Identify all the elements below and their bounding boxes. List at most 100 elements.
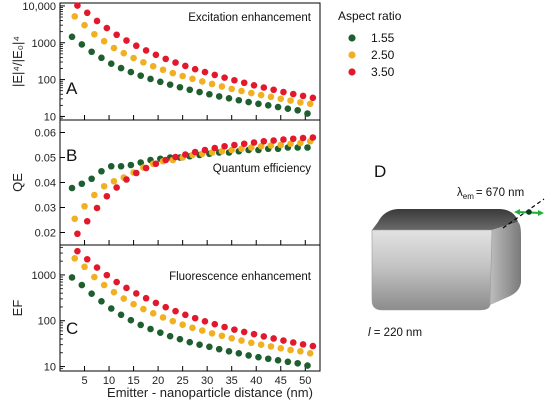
data-point xyxy=(152,299,160,307)
data-point xyxy=(221,142,228,150)
data-point xyxy=(103,271,111,279)
nanorod-diagram: D λem = 670 nm l = 220 nm xyxy=(368,162,545,339)
rod-front-face xyxy=(371,229,493,311)
legend-label: 3.50 xyxy=(371,65,395,79)
data-point xyxy=(211,320,219,328)
x-tick-label: 45 xyxy=(275,375,287,387)
data-point xyxy=(100,281,108,289)
data-point xyxy=(235,349,243,357)
data-point xyxy=(270,86,277,94)
data-point xyxy=(142,294,150,302)
y-tick-label: 0.06 xyxy=(35,128,56,140)
data-point xyxy=(81,263,88,271)
data-point xyxy=(189,75,196,83)
y-tick-label: 1000 xyxy=(32,270,56,282)
data-point xyxy=(248,89,255,97)
data-point xyxy=(270,335,277,342)
data-point xyxy=(191,314,199,322)
data-point xyxy=(277,345,285,352)
data-point xyxy=(277,141,285,149)
data-point xyxy=(93,17,101,25)
data-point xyxy=(83,217,91,225)
data-point xyxy=(100,182,108,190)
panel-annotation: Excitation enhancement xyxy=(188,12,312,24)
series-3.50 xyxy=(74,2,317,102)
y-axis-label: |E|⁴/|E₀|⁴ xyxy=(10,36,25,87)
data-point xyxy=(103,192,111,200)
data-point xyxy=(169,69,177,77)
data-point xyxy=(157,329,164,336)
data-point xyxy=(110,177,118,185)
data-point xyxy=(201,68,209,76)
data-point xyxy=(127,68,135,76)
data-point xyxy=(98,167,105,175)
y-tick-label: 0.05 xyxy=(35,153,56,165)
data-point xyxy=(264,355,272,363)
rod-side-face xyxy=(490,222,521,305)
x-tick-label: 35 xyxy=(226,375,238,387)
data-point xyxy=(78,180,86,188)
legend-title: Aspect ratio xyxy=(338,9,402,23)
panel-annotation: Fluorescence enhancement xyxy=(169,271,312,283)
data-point xyxy=(304,110,311,117)
data-point xyxy=(270,137,277,144)
data-point xyxy=(120,295,128,302)
x-tick-label: 50 xyxy=(299,375,311,387)
data-point xyxy=(255,100,262,108)
data-point xyxy=(228,146,235,154)
dipole-arrowhead-left xyxy=(514,209,520,215)
data-point xyxy=(159,314,167,321)
data-point xyxy=(162,156,170,164)
data-point xyxy=(176,83,184,91)
data-point xyxy=(191,65,199,73)
data-point xyxy=(149,310,157,317)
data-point xyxy=(257,341,265,349)
data-point xyxy=(264,102,272,109)
data-point xyxy=(245,98,252,106)
panel-c: 10 100 1000 5 10 15 20 25 30 35 40 45 50 EF C Fluoresce… xyxy=(10,244,321,387)
data-point xyxy=(257,142,265,150)
data-point xyxy=(166,81,174,88)
data-point xyxy=(68,33,76,41)
data-point xyxy=(107,305,115,312)
data-point xyxy=(289,135,297,143)
data-point xyxy=(113,184,120,191)
data-point xyxy=(284,358,292,366)
series-2.50 xyxy=(71,255,314,357)
data-point xyxy=(74,230,81,238)
data-point xyxy=(169,317,177,325)
y-tick-label: 10 xyxy=(44,362,56,374)
data-point xyxy=(260,333,268,340)
length-value: = 220 nm xyxy=(371,327,422,339)
data-point xyxy=(107,60,115,68)
data-point xyxy=(274,103,282,111)
data-point xyxy=(172,307,179,315)
x-tick-label: 5 xyxy=(81,375,87,387)
data-point xyxy=(238,145,245,153)
panel-letter: B xyxy=(66,146,77,165)
data-point xyxy=(182,311,189,319)
data-point xyxy=(250,139,258,146)
x-tick-label: 25 xyxy=(177,375,189,387)
x-tick-label: 30 xyxy=(201,375,213,387)
data-point xyxy=(245,352,252,359)
y-tick-label: 10 xyxy=(44,111,56,123)
data-point xyxy=(157,78,164,86)
data-point xyxy=(91,30,98,38)
data-point xyxy=(206,343,213,351)
legend-marker xyxy=(348,34,356,42)
data-point xyxy=(68,184,76,192)
data-point xyxy=(294,106,301,114)
data-point xyxy=(294,359,301,367)
data-point xyxy=(93,204,101,212)
data-point xyxy=(130,300,137,308)
data-point xyxy=(221,74,228,81)
lambda-subscript: em xyxy=(463,192,474,201)
legend-label: 1.55 xyxy=(371,31,395,45)
data-point xyxy=(71,13,79,20)
data-point xyxy=(260,137,268,145)
data-point xyxy=(182,62,189,70)
data-point xyxy=(218,332,226,340)
data-point xyxy=(280,136,287,143)
